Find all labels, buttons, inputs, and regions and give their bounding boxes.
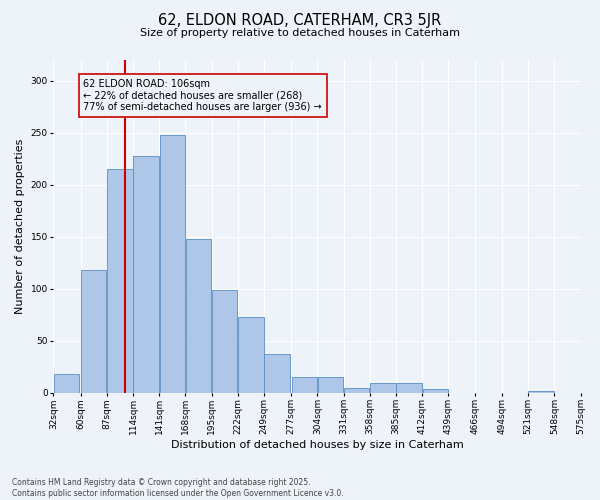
Bar <box>344 388 370 392</box>
Bar <box>81 270 106 392</box>
X-axis label: Distribution of detached houses by size in Caterham: Distribution of detached houses by size … <box>170 440 463 450</box>
Text: 62 ELDON ROAD: 106sqm
← 22% of detached houses are smaller (268)
77% of semi-det: 62 ELDON ROAD: 106sqm ← 22% of detached … <box>83 78 322 112</box>
Bar <box>160 135 185 392</box>
Bar <box>265 354 290 393</box>
Bar <box>422 390 448 392</box>
Bar <box>397 383 422 392</box>
Bar <box>54 374 79 392</box>
Bar <box>212 290 238 393</box>
Bar <box>318 377 343 392</box>
Text: Size of property relative to detached houses in Caterham: Size of property relative to detached ho… <box>140 28 460 38</box>
Bar <box>133 156 159 392</box>
Text: 62, ELDON ROAD, CATERHAM, CR3 5JR: 62, ELDON ROAD, CATERHAM, CR3 5JR <box>158 12 442 28</box>
Bar <box>292 377 317 392</box>
Bar <box>370 383 395 392</box>
Bar <box>107 169 133 392</box>
Bar <box>238 316 263 392</box>
Y-axis label: Number of detached properties: Number of detached properties <box>15 138 25 314</box>
Bar <box>186 238 211 392</box>
Text: Contains HM Land Registry data © Crown copyright and database right 2025.
Contai: Contains HM Land Registry data © Crown c… <box>12 478 344 498</box>
